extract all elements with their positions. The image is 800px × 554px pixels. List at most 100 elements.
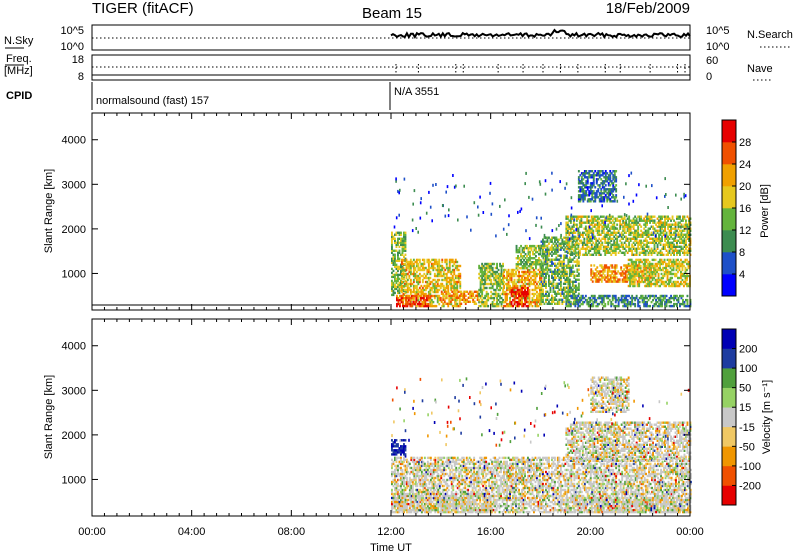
- echo-cell: [506, 270, 508, 274]
- echo-cell: [613, 178, 616, 181]
- echo-cell: [408, 484, 411, 488]
- echo-cell: [592, 184, 595, 187]
- echo-cell: [416, 302, 419, 306]
- echo-cell: [397, 273, 399, 277]
- echo-cell: [619, 221, 622, 224]
- echo-cell: [637, 298, 640, 302]
- echo-cell: [391, 231, 393, 234]
- echo-cell: [632, 266, 635, 269]
- echo-cell: [574, 296, 577, 300]
- echo-cell: [565, 237, 568, 240]
- echo-cell: [470, 290, 473, 293]
- echo-cell: [555, 294, 558, 297]
- echo-cell: [417, 458, 420, 462]
- echo-cell: [559, 262, 562, 265]
- echo-cell: [666, 264, 669, 268]
- echo-cell: [641, 294, 644, 298]
- echo-cell: [410, 502, 413, 506]
- nave-label: Nave: [747, 63, 773, 75]
- echo-cell: [488, 266, 491, 270]
- echo-cell: [414, 268, 417, 272]
- echo-cell: [522, 272, 525, 276]
- echo-cell: [497, 298, 500, 302]
- echo-cell: [680, 229, 683, 232]
- echo-cell: [539, 296, 541, 300]
- echo-cell: [429, 272, 432, 276]
- echo-cell: [653, 272, 655, 276]
- echo-cell: [609, 198, 612, 201]
- echo-cell: [661, 251, 663, 254]
- echo-cell: [395, 453, 398, 456]
- echo-cell: [629, 296, 632, 300]
- echo-cell: [544, 263, 546, 266]
- echo-cell: [443, 298, 446, 301]
- echo-cell: [598, 170, 601, 173]
- echo-cell: [391, 261, 393, 264]
- echo-cell: [651, 262, 654, 266]
- echo-cell: [540, 276, 543, 280]
- echo-cell: [395, 243, 398, 246]
- echo-cell: [635, 247, 638, 250]
- echo-cell: [438, 296, 441, 300]
- echo-cell: [586, 302, 589, 306]
- echo-cell: [464, 290, 467, 293]
- echo-cell: [432, 278, 435, 282]
- echo-cell: [638, 247, 641, 250]
- echo-cell: [624, 272, 627, 275]
- echo-cell: [438, 274, 441, 278]
- echo-cell: [493, 302, 496, 306]
- echo-cell: [539, 292, 541, 296]
- echo-cell: [509, 286, 511, 290]
- echo-cell: [512, 304, 514, 308]
- echo-cell: [424, 286, 427, 290]
- echo-cell: [494, 266, 497, 270]
- echo-cell: [630, 272, 633, 276]
- echo-cell: [521, 267, 524, 270]
- echo-cell: [589, 239, 592, 242]
- echo-cell: [408, 478, 411, 482]
- echo-cell: [506, 272, 508, 276]
- echo-cell: [607, 184, 610, 187]
- echo-cell: [401, 276, 403, 280]
- echo-cell: [647, 262, 649, 266]
- echo-cell: [590, 264, 593, 267]
- echo-cell: [571, 302, 574, 305]
- echo-cell: [649, 241, 651, 244]
- power-echo-cells: [391, 170, 692, 308]
- echo-cell: [400, 267, 402, 271]
- echo-cell: [404, 268, 406, 272]
- echo-cell: [508, 214, 510, 218]
- echo-cell: [577, 292, 580, 295]
- echo-cell: [397, 267, 399, 271]
- echo-cell: [404, 245, 407, 248]
- echo-cell: [394, 287, 396, 291]
- echo-cell: [688, 217, 690, 220]
- echo-cell: [502, 292, 504, 296]
- freq-panel: 18 8 60 0 Freq. [MHz] Nave: [4, 53, 773, 83]
- echo-cell: [520, 259, 522, 262]
- echo-cell: [400, 498, 402, 502]
- echo-cell: [417, 294, 420, 298]
- echo-cell: [683, 274, 685, 278]
- echo-cell: [413, 502, 416, 506]
- echo-cell: [662, 294, 665, 298]
- echo-cell: [617, 219, 620, 222]
- echo-cell: [499, 294, 501, 298]
- echo-cell: [409, 264, 412, 268]
- echo-cell: [661, 298, 663, 302]
- echo-cell: [521, 261, 524, 264]
- echo-cell: [536, 274, 538, 278]
- echo-cell: [464, 298, 467, 301]
- echo-cell: [603, 186, 606, 189]
- echo-cell: [640, 225, 643, 228]
- echo-cell: [405, 284, 408, 288]
- echo-cell: [680, 262, 682, 266]
- echo-cell: [442, 292, 445, 295]
- echo-cell: [685, 219, 687, 222]
- echo-cell: [430, 264, 433, 268]
- echo-cell: [525, 300, 528, 304]
- echo-cell: [429, 300, 432, 304]
- echo-cell: [542, 298, 544, 301]
- echo-cell: [482, 278, 485, 282]
- echo-cell: [554, 248, 556, 251]
